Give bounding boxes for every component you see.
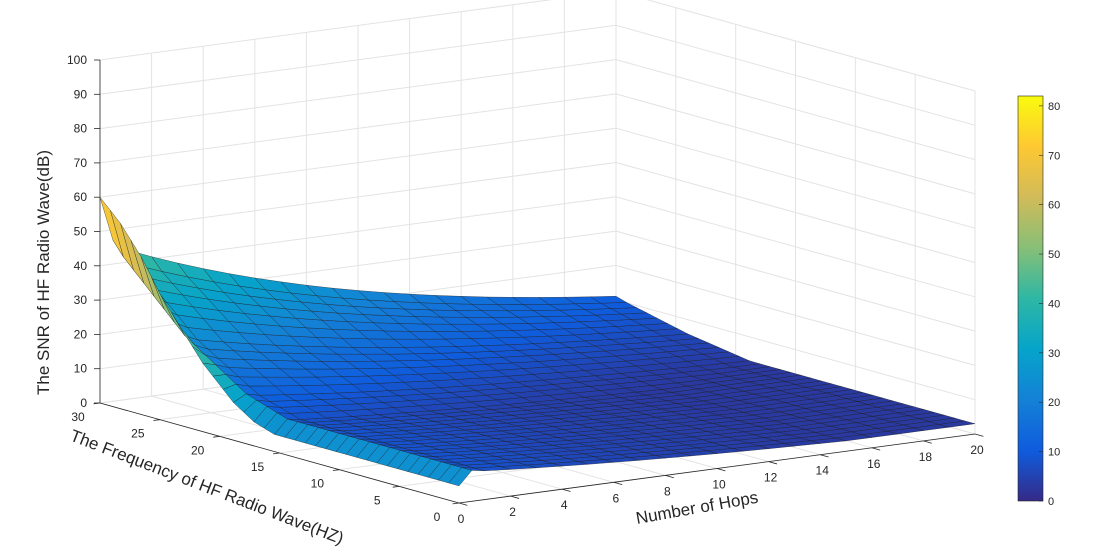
tick-labels: 0 2 4 6 8 10 12 14 16 18 2005101520253001020304050… — [67, 53, 984, 526]
z-tick-label: 0 — [80, 396, 87, 410]
grid-line — [615, 24, 976, 126]
z-tick-label: 90 — [74, 87, 88, 101]
colorbar-gradient — [1017, 95, 1044, 502]
z-tick-label: 100 — [67, 53, 87, 67]
x-tick-label: 14 — [816, 464, 830, 478]
surface-patch — [99, 197, 124, 257]
x-tick-mark — [820, 454, 829, 458]
grid-line — [615, 93, 976, 195]
y-tick-mark — [332, 469, 340, 471]
grid-line — [615, 230, 976, 332]
z-tick-label: 50 — [74, 225, 88, 239]
axes — [93, 59, 984, 506]
y-tick-mark — [392, 485, 400, 488]
x-tick-mark — [665, 475, 674, 479]
grid-line — [99, 0, 553, 61]
z-tick-label: 70 — [74, 156, 88, 170]
colorbar-tick-label: 10 — [1048, 447, 1060, 459]
colorbar-tick-label: 60 — [1048, 200, 1060, 212]
x-tick-label: 10 — [712, 478, 726, 492]
x-tick-label: 0 — [458, 512, 465, 526]
grid-line — [615, 162, 976, 263]
x-tick-label: 12 — [764, 471, 778, 485]
colorbar: 0 10 20 30 40 50 60 70 80 — [1017, 95, 1060, 508]
x-tick-label: 2 — [509, 505, 516, 519]
y-tick-label: 0 — [434, 510, 441, 524]
grid-line — [615, 264, 976, 366]
y-tick-mark — [452, 502, 460, 505]
grid-line — [615, 127, 976, 229]
x-tick-mark — [871, 447, 881, 451]
x-tick-mark — [510, 495, 520, 499]
grid-line — [99, 93, 617, 164]
x-tick-label: 8 — [664, 484, 671, 498]
x-tick-label: 16 — [867, 457, 881, 471]
z-tick-label: 10 — [74, 362, 88, 376]
x-tick-mark — [562, 488, 571, 492]
y-tick-label: 30 — [71, 410, 85, 424]
y-axis-label: The Frequency of HF Radio Wave(HZ) — [68, 426, 347, 548]
z-tick-label: 30 — [74, 293, 88, 307]
y-tick-label: 5 — [374, 493, 381, 507]
z-tick-label: 60 — [74, 190, 88, 204]
grid-line — [99, 196, 617, 267]
x-tick-mark — [768, 461, 778, 465]
grid-line — [615, 59, 976, 161]
y-tick-mark — [213, 435, 220, 438]
colorbar-tick-label: 80 — [1048, 101, 1060, 113]
z-tick-label: 80 — [74, 122, 88, 136]
y-tick-label: 20 — [191, 443, 205, 457]
x-tick-mark — [613, 481, 623, 486]
colorbar-tick-label: 0 — [1048, 496, 1054, 508]
grid-line — [646, 0, 976, 92]
y-tick-label: 10 — [311, 477, 325, 491]
x-tick-mark — [716, 468, 726, 472]
z-tick-label: 40 — [74, 259, 88, 273]
y-tick-mark — [272, 452, 280, 455]
grid-line — [99, 24, 617, 95]
surface-mesh — [99, 197, 976, 487]
colorbar-tick-label: 30 — [1048, 348, 1060, 360]
x-tick-label: 20 — [970, 443, 984, 457]
y-tick-label: 15 — [251, 460, 265, 474]
y-tick-mark — [153, 419, 160, 421]
grid-line — [99, 162, 617, 232]
colorbar-tick-label: 50 — [1048, 249, 1060, 261]
colorbar-tick-label: 70 — [1048, 150, 1060, 162]
z-tick-label: 20 — [74, 327, 88, 341]
x-tick-mark — [458, 502, 468, 506]
x-tick-mark — [923, 440, 932, 444]
grid-line — [99, 59, 617, 130]
x-axis-label: Number of Hops — [634, 488, 759, 528]
x-tick-label: 4 — [561, 498, 568, 512]
x-tick-mark — [974, 433, 984, 437]
x-tick-label: 6 — [612, 491, 619, 505]
colorbar-tick-label: 20 — [1048, 397, 1060, 409]
grid-line — [99, 127, 617, 198]
z-axis-label: The SNR of HF Radio Wave(dB) — [34, 150, 53, 395]
x-tick-label: 18 — [919, 450, 933, 464]
y-tick-label: 25 — [131, 427, 145, 441]
grid-line — [615, 196, 976, 298]
grid-line — [615, 299, 976, 401]
colorbar-tick-label: 40 — [1048, 298, 1060, 310]
